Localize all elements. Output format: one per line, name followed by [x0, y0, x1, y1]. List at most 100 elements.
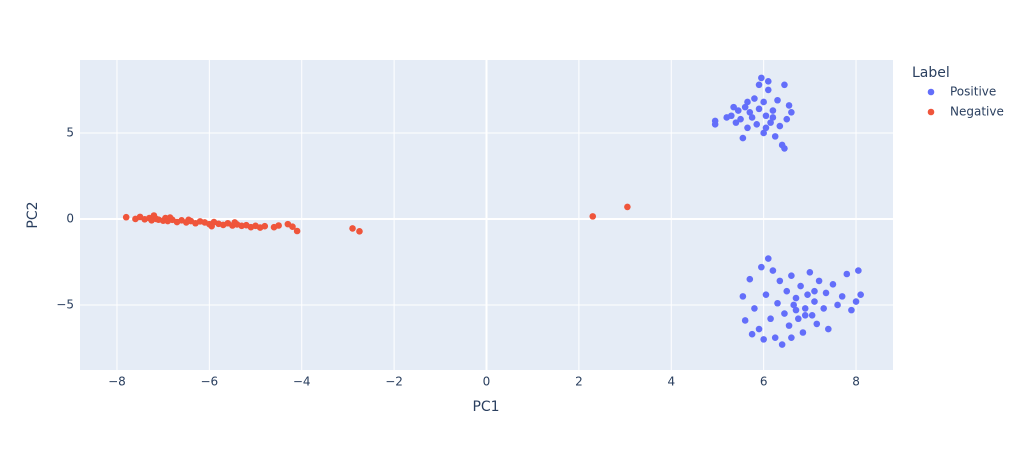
point	[783, 115, 791, 123]
x-tick-label: −8	[108, 375, 126, 389]
point	[820, 305, 828, 312]
point	[767, 315, 774, 323]
point	[855, 267, 862, 274]
point	[781, 145, 788, 152]
legend-marker[interactable]	[927, 108, 935, 116]
point	[744, 98, 751, 106]
point	[751, 305, 758, 312]
y-axis-title: PC2	[25, 201, 41, 228]
point	[834, 301, 841, 309]
point	[769, 267, 777, 274]
legend-label[interactable]: Negative	[950, 105, 1004, 119]
point	[776, 277, 784, 285]
point	[755, 325, 763, 333]
point	[764, 255, 772, 262]
x-tick-label: −2	[385, 375, 403, 389]
point	[783, 287, 791, 295]
point	[778, 341, 786, 348]
point	[808, 311, 816, 319]
point	[788, 108, 795, 116]
point	[728, 112, 735, 120]
point	[748, 330, 756, 338]
point	[776, 122, 784, 130]
point	[744, 124, 751, 132]
point	[732, 119, 740, 126]
point	[797, 282, 804, 290]
point	[769, 107, 777, 114]
point	[760, 129, 767, 137]
point	[788, 334, 795, 341]
x-axis-title: PC1	[472, 399, 499, 415]
point	[739, 134, 747, 142]
point	[739, 293, 747, 300]
x-tick-label: 0	[483, 375, 491, 389]
point	[801, 311, 809, 319]
point	[755, 81, 763, 89]
point	[771, 133, 779, 140]
y-tick-label: 5	[66, 125, 74, 139]
point	[589, 213, 597, 220]
point	[758, 74, 765, 82]
point	[804, 291, 811, 298]
point	[764, 78, 772, 85]
point	[771, 334, 779, 341]
point	[764, 86, 772, 94]
point	[758, 263, 765, 271]
legend-label[interactable]: Positive	[950, 85, 996, 99]
point	[767, 119, 774, 126]
point	[829, 281, 837, 288]
point	[741, 103, 749, 111]
point	[185, 216, 192, 224]
point	[781, 310, 788, 317]
y-tick-label: 0	[66, 211, 74, 225]
point	[746, 108, 754, 116]
x-tick-label: 4	[667, 375, 675, 389]
point	[762, 291, 770, 298]
point	[748, 114, 756, 121]
point	[730, 103, 737, 111]
legend-title: Label	[912, 65, 950, 81]
x-tick-label: 6	[760, 375, 768, 389]
point	[813, 320, 821, 328]
point	[760, 336, 767, 343]
point	[762, 124, 770, 132]
point	[737, 115, 744, 123]
point	[785, 322, 793, 329]
point	[166, 214, 174, 221]
point	[231, 219, 239, 226]
point	[781, 81, 788, 89]
point	[785, 102, 793, 109]
point	[751, 95, 758, 102]
point	[825, 325, 832, 333]
point	[848, 306, 855, 314]
x-tick-label: −6	[200, 375, 218, 389]
point	[152, 215, 160, 223]
legend-marker[interactable]	[927, 88, 935, 96]
point	[857, 291, 864, 298]
point	[774, 299, 781, 307]
point	[293, 227, 301, 235]
point	[788, 272, 795, 280]
point	[349, 225, 356, 232]
point	[760, 98, 767, 106]
point	[801, 305, 809, 312]
point	[746, 275, 754, 283]
point	[792, 294, 800, 302]
point	[806, 268, 814, 276]
point	[755, 105, 763, 113]
point	[753, 121, 761, 128]
point	[741, 317, 749, 324]
point	[356, 228, 363, 235]
point	[769, 114, 777, 121]
point	[289, 223, 296, 230]
point	[624, 203, 631, 211]
y-tick-label: −5	[56, 297, 74, 311]
point	[261, 222, 269, 230]
point	[208, 222, 215, 230]
point	[734, 107, 742, 114]
point	[838, 293, 846, 300]
point	[711, 117, 719, 125]
point	[799, 329, 807, 336]
x-tick-label: 8	[852, 375, 860, 389]
